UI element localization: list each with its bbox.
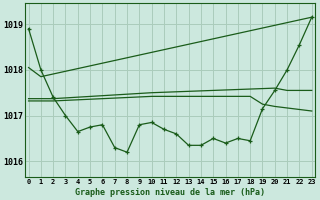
X-axis label: Graphe pression niveau de la mer (hPa): Graphe pression niveau de la mer (hPa) xyxy=(75,188,265,197)
